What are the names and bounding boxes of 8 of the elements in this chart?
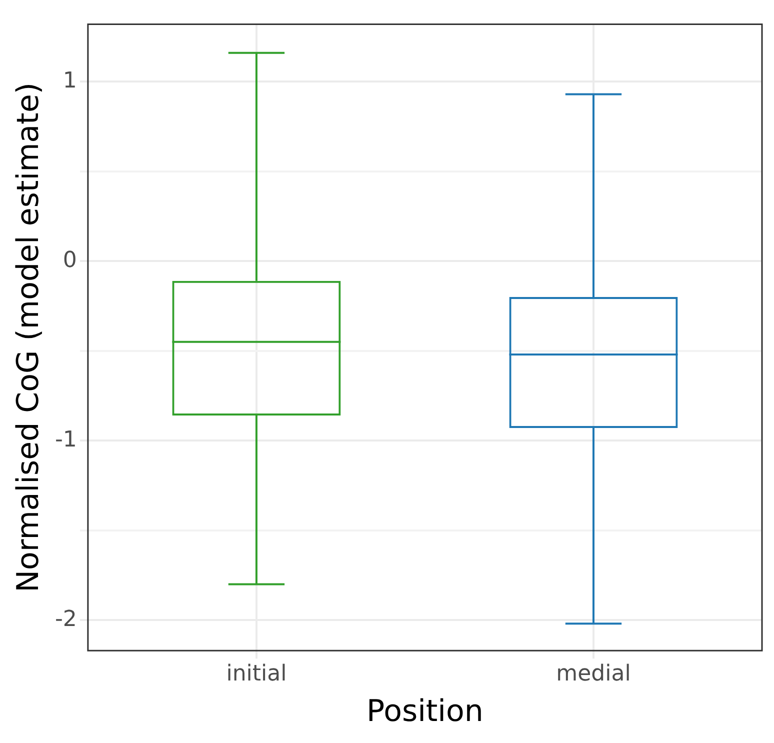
x-tick-label: initial	[226, 662, 287, 687]
y-tick-label: -1	[55, 427, 77, 452]
y-tick-label: -2	[55, 606, 77, 632]
y-axis-title: Normalised CoG (model estimate)	[10, 82, 46, 592]
y-tick-label: 0	[62, 248, 77, 273]
x-axis-title: Position	[366, 694, 484, 729]
x-tick-label: medial	[556, 662, 631, 687]
y-tick-label: 1	[62, 68, 77, 94]
